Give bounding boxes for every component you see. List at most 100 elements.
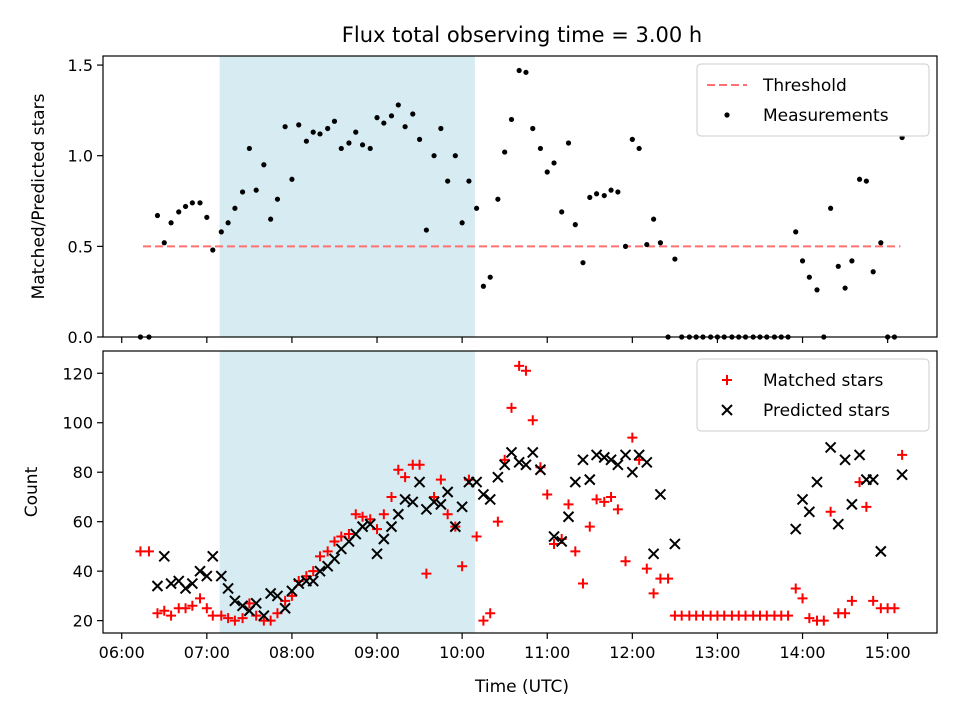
data-point: [580, 260, 586, 266]
x-axis-label: Time (UTC): [474, 677, 569, 697]
y-tick-label: 0.5: [68, 237, 93, 256]
data-point: [478, 615, 489, 626]
data-point: [400, 472, 411, 483]
data-point: [261, 162, 267, 168]
data-point: [392, 508, 405, 520]
data-point: [530, 125, 536, 132]
data-point: [250, 597, 262, 610]
data-point: [828, 205, 834, 211]
data-point: [548, 530, 560, 543]
data-point: [414, 459, 425, 470]
data-point: [251, 610, 262, 621]
data-point: [654, 488, 667, 501]
data-point: [846, 595, 857, 606]
data-point: [357, 511, 368, 522]
data-point: [470, 476, 483, 488]
data-point: [514, 360, 525, 371]
data-point: [485, 608, 496, 619]
data-point: [264, 587, 277, 600]
data-point: [487, 274, 493, 280]
data-point: [435, 498, 447, 511]
x-tick-label: 10:00: [439, 643, 485, 662]
data-point: [569, 476, 582, 488]
data-point: [824, 441, 837, 454]
data-point: [657, 240, 664, 246]
data-point: [407, 496, 419, 508]
data-point: [296, 122, 302, 128]
data-point: [325, 125, 331, 132]
data-point: [867, 473, 879, 486]
y-tick-label: 20: [73, 612, 93, 631]
data-point: [605, 454, 617, 466]
data-point: [161, 240, 167, 246]
data-point: [527, 415, 538, 426]
data-point: [364, 518, 376, 530]
data-point: [322, 546, 333, 557]
data-point: [388, 113, 395, 119]
data-point: [372, 524, 383, 535]
legend-label: Measurements: [763, 106, 889, 126]
data-point: [246, 145, 252, 152]
data-point: [577, 454, 589, 466]
legend: Matched stars Predicted stars: [696, 358, 930, 432]
data-point: [477, 488, 490, 501]
data-point: [853, 449, 866, 461]
data-point: [215, 570, 227, 582]
data-point: [449, 520, 462, 533]
data-point: [495, 196, 501, 202]
data-point: [790, 583, 801, 594]
data-point: [803, 506, 816, 518]
data-point: [179, 582, 192, 595]
data-point: [182, 203, 189, 210]
data-point: [593, 191, 600, 197]
data-point: [499, 454, 510, 465]
data-point: [534, 464, 547, 476]
data-point: [223, 613, 234, 624]
ratio-panel: 0.0 0.5 1.0 1.5 Matched/Predicted stars Thres…: [29, 55, 938, 347]
data-point: [577, 578, 588, 589]
data-point: [204, 214, 210, 220]
legend: Threshold Measurements: [696, 63, 930, 137]
data-point: [268, 216, 274, 222]
data-point: [381, 120, 387, 126]
data-point: [563, 499, 574, 510]
data-point: [648, 588, 659, 599]
data-point: [239, 189, 246, 195]
data-point: [346, 140, 352, 146]
data-point: [818, 615, 829, 626]
data-point: [187, 600, 198, 611]
data-point: [151, 580, 164, 592]
data-point: [371, 548, 383, 560]
data-point: [189, 200, 195, 206]
data-point: [410, 111, 416, 117]
count-panel: 06:00 07:00 08:00 09:00 10:00 11:00 12:00 13:00…: [22, 350, 938, 662]
data-point: [315, 551, 326, 562]
data-point: [445, 178, 451, 184]
data-point: [636, 145, 642, 152]
data-point: [367, 145, 373, 152]
data-point: [265, 615, 276, 626]
data-point: [282, 124, 288, 130]
data-point: [378, 509, 389, 520]
data-point: [274, 196, 281, 202]
data-point: [629, 136, 635, 142]
data-point: [790, 523, 802, 535]
data-point: [878, 240, 884, 246]
series-matched-stars: [135, 360, 908, 626]
legend-box: [696, 63, 930, 137]
data-point: [402, 124, 408, 130]
legend-label: Predicted stars: [763, 401, 890, 421]
data-point: [559, 209, 565, 215]
data-point: [135, 546, 146, 557]
data-point: [207, 610, 218, 621]
data-point: [359, 142, 366, 148]
data-point: [484, 493, 496, 506]
data-point: [286, 590, 297, 601]
data-point: [612, 459, 624, 471]
data-point: [386, 491, 397, 502]
y-tick-label: 80: [73, 463, 93, 482]
data-point: [806, 274, 812, 280]
data-point: [584, 473, 596, 486]
data-point: [622, 243, 629, 249]
data-point: [651, 216, 657, 222]
